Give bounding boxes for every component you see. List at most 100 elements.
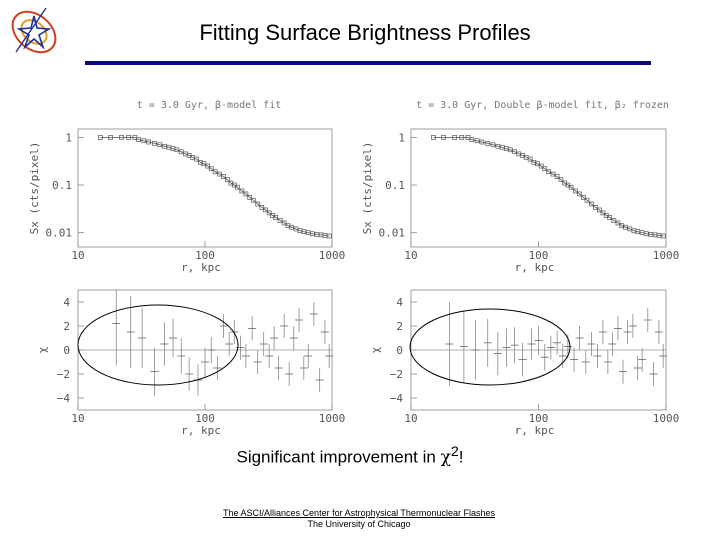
data-point-1-34 xyxy=(589,201,594,207)
data-point-1-29 xyxy=(568,184,574,190)
footer: The ASCI/Alliances Center for Astrophysi… xyxy=(200,508,518,530)
y-tick-label-0-1: 0.1 xyxy=(52,179,72,192)
model-curve-1 xyxy=(433,136,664,237)
data-point-0-41 xyxy=(281,220,287,226)
caption: Significant improvement in χ2! xyxy=(180,444,520,468)
data-point-0-23 xyxy=(212,169,218,175)
data-point-1-43 xyxy=(623,224,628,230)
data-point-0-37 xyxy=(266,210,272,216)
model-curve-0 xyxy=(100,136,330,237)
y-tick-label-0-2: 0.01 xyxy=(46,227,73,240)
x-tick-label-3-1: 100 xyxy=(529,412,549,425)
data-point-0-18 xyxy=(194,156,200,162)
x-axis-label-1: r, kpc xyxy=(515,261,555,274)
data-point-0-36 xyxy=(263,207,268,213)
data-point-0-29 xyxy=(235,184,240,190)
data-point-0-35 xyxy=(259,204,265,210)
x-tick-label-3-0: 10 xyxy=(404,412,417,425)
data-point-1-5 xyxy=(469,137,475,142)
title-rule xyxy=(85,61,651,65)
y-tick-label-2-1: 2 xyxy=(63,320,70,333)
data-point-1-25 xyxy=(554,174,560,179)
y-tick-label-2-0: 4 xyxy=(63,296,70,309)
footer-university: The University of Chicago xyxy=(307,519,411,529)
data-point-1-35 xyxy=(593,204,598,210)
data-point-0-43 xyxy=(289,224,294,230)
x-tick-label-1-1: 100 xyxy=(529,249,549,262)
y-tick-label-1-0: 1 xyxy=(398,131,405,144)
y-tick-label-1-2: 0.01 xyxy=(379,227,406,240)
x-axis-label-3: r, kpc xyxy=(515,424,555,437)
x-tick-label-2-0: 10 xyxy=(71,412,84,425)
data-point-1-42 xyxy=(619,223,625,229)
data-point-1-23 xyxy=(546,169,551,175)
y-tick-label-3-0: 4 xyxy=(396,296,403,309)
data-point-0-3 xyxy=(126,135,131,140)
footer-institution-link[interactable]: The ASCI/Alliances Center for Astrophysi… xyxy=(223,508,495,518)
data-point-0-8 xyxy=(152,140,157,146)
data-point-1-31 xyxy=(577,191,582,197)
data-point-1-9 xyxy=(490,142,496,148)
data-point-1-3 xyxy=(459,135,465,140)
data-point-1-39 xyxy=(607,214,612,220)
x-tick-label-0-1: 100 xyxy=(195,249,215,262)
caption-prefix: Significant improvement in xyxy=(236,447,441,467)
data-point-1-52 xyxy=(660,233,666,239)
plot-title-0: t = 3.0 Gyr, β-model fit xyxy=(137,100,282,111)
data-point-0-32 xyxy=(247,195,253,200)
y-tick-label-3-4: −4 xyxy=(390,392,404,405)
data-point-0-52 xyxy=(326,233,332,239)
y-axis-label-2: χ xyxy=(36,346,49,353)
highlight-ellipse-1 xyxy=(409,308,571,386)
data-point-0-39 xyxy=(273,214,279,220)
x-tick-label-0-2: 1000 xyxy=(319,249,346,262)
data-point-1-2 xyxy=(452,135,458,140)
data-point-0-31 xyxy=(243,191,249,197)
data-point-1-46 xyxy=(635,229,641,235)
data-point-0-5 xyxy=(136,137,141,142)
data-point-1-21 xyxy=(538,163,544,169)
data-point-1-48 xyxy=(643,231,649,237)
y-axis-label-1: Sx (cts/pixel) xyxy=(361,142,374,235)
data-point-1-18 xyxy=(527,156,533,162)
data-point-0-22 xyxy=(208,166,214,172)
x-tick-label-1-2: 1000 xyxy=(653,249,680,262)
x-tick-label-0-0: 10 xyxy=(71,249,84,262)
data-point-0-19 xyxy=(198,159,203,165)
plot-title-1: t = 3.0 Gyr, Double β-model fit, β₂ froz… xyxy=(416,100,669,111)
data-point-1-36 xyxy=(596,207,602,213)
data-point-1-10 xyxy=(495,143,501,149)
y-tick-label-2-4: −4 xyxy=(57,392,71,405)
data-point-0-34 xyxy=(255,201,261,207)
y-tick-label-3-1: 2 xyxy=(396,320,403,333)
x-tick-label-2-1: 100 xyxy=(195,412,215,425)
caption-suffix: ! xyxy=(458,447,464,467)
data-point-0-26 xyxy=(225,177,230,182)
data-point-0-13 xyxy=(174,147,180,153)
data-point-1-33 xyxy=(584,197,590,203)
data-point-0-0 xyxy=(98,135,103,140)
x-tick-label-3-2: 1000 xyxy=(653,412,680,425)
chi-symbol: χ xyxy=(440,447,451,468)
data-point-1-1 xyxy=(441,135,446,140)
data-point-1-24 xyxy=(550,171,556,177)
data-point-1-41 xyxy=(615,220,621,226)
data-point-0-1 xyxy=(108,135,113,140)
highlight-ellipse-0 xyxy=(77,304,239,386)
data-point-0-48 xyxy=(309,231,315,237)
x-axis-label-0: r, kpc xyxy=(181,261,221,274)
data-point-0-46 xyxy=(301,229,307,235)
data-point-0-7 xyxy=(146,139,152,145)
data-point-0-42 xyxy=(285,223,291,229)
chi-exponent: 2 xyxy=(450,444,459,460)
data-point-0-33 xyxy=(250,197,256,203)
data-point-0-10 xyxy=(162,143,167,149)
y-tick-label-3-3: −2 xyxy=(390,368,403,381)
y-axis-label-3: χ xyxy=(369,346,382,353)
data-point-0-2 xyxy=(119,135,124,140)
data-point-0-25 xyxy=(221,174,226,179)
data-point-1-8 xyxy=(485,140,491,146)
data-point-1-37 xyxy=(600,210,606,216)
flash-center-logo xyxy=(11,7,57,54)
data-point-1-26 xyxy=(558,177,564,182)
